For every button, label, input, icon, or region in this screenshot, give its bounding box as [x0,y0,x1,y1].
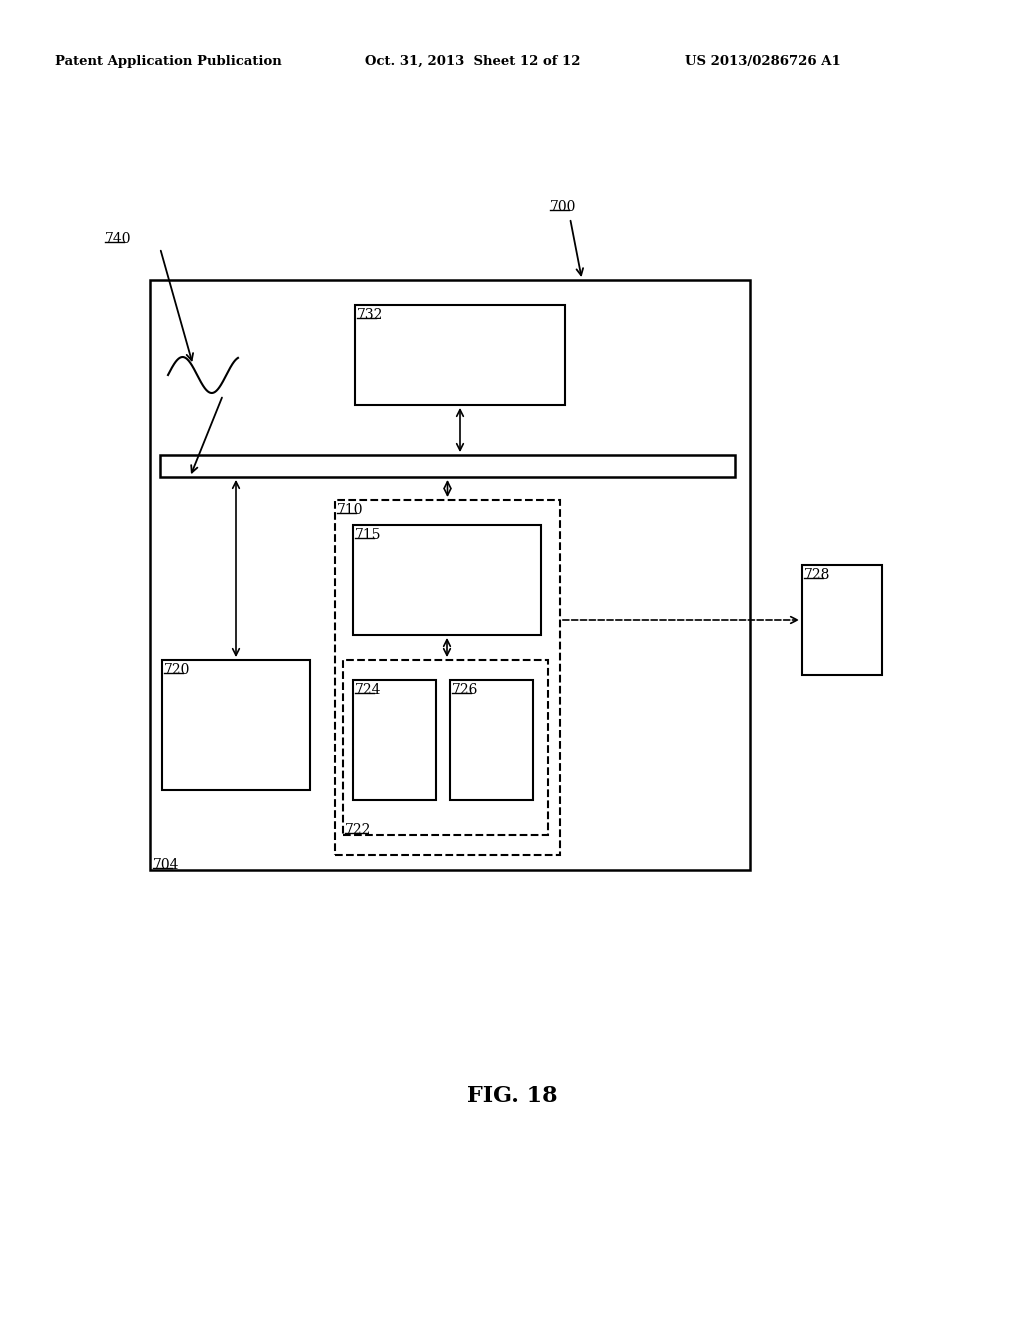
Text: 720: 720 [164,663,190,677]
Text: US 2013/0286726 A1: US 2013/0286726 A1 [685,55,841,69]
Bar [353,680,436,800]
Text: 710: 710 [337,503,364,517]
Text: 715: 715 [355,528,382,543]
Bar [353,525,541,635]
Text: 700: 700 [550,201,577,214]
Bar [802,565,882,675]
Text: FIG. 18: FIG. 18 [467,1085,557,1107]
Bar [343,660,548,836]
Bar [162,660,310,789]
Text: 732: 732 [357,308,383,322]
Text: 724: 724 [355,682,382,697]
Bar [160,455,735,477]
Text: 728: 728 [804,568,830,582]
Text: 722: 722 [345,822,372,837]
Text: 726: 726 [452,682,478,697]
Text: Oct. 31, 2013  Sheet 12 of 12: Oct. 31, 2013 Sheet 12 of 12 [365,55,581,69]
Bar [150,280,750,870]
Bar [450,680,534,800]
Text: Patent Application Publication: Patent Application Publication [55,55,282,69]
Text: 704: 704 [153,858,179,873]
Text: 740: 740 [105,232,131,246]
Bar [355,305,565,405]
Bar [335,500,560,855]
